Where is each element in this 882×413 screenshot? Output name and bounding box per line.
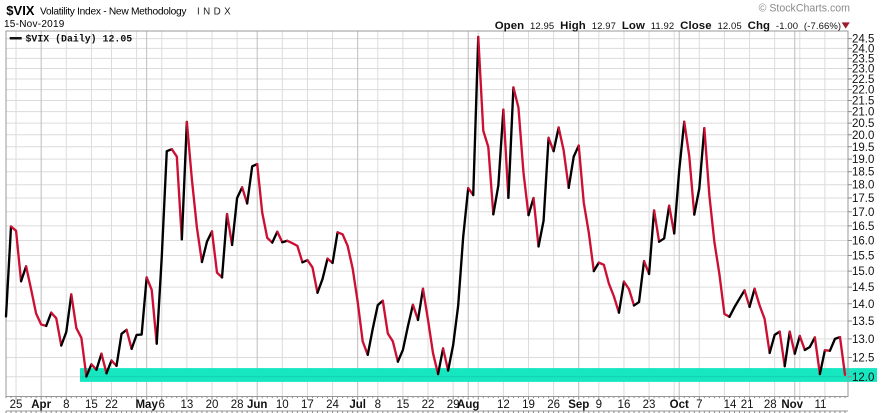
svg-text:Aug: Aug [457, 399, 479, 411]
svg-text:22.0: 22.0 [852, 85, 874, 97]
svg-text:24: 24 [326, 399, 339, 411]
svg-text:16: 16 [618, 399, 631, 411]
svg-text:8: 8 [63, 399, 69, 411]
svg-text:12: 12 [497, 399, 510, 411]
svg-text:17: 17 [301, 399, 314, 411]
svg-text:Jul: Jul [349, 399, 366, 411]
svg-text:17.0: 17.0 [852, 207, 874, 219]
svg-text:21: 21 [741, 399, 754, 411]
svg-text:28: 28 [231, 399, 244, 411]
svg-text:Apr: Apr [31, 399, 51, 411]
svg-text:20.5: 20.5 [852, 118, 874, 130]
svg-text:Volatility Index - New Methodo: Volatility Index - New Methodology [40, 6, 187, 17]
svg-text:29: 29 [447, 399, 460, 411]
svg-text:Oct: Oct [670, 399, 689, 411]
svg-text:13.0: 13.0 [852, 334, 874, 346]
svg-text:12.0: 12.0 [852, 372, 874, 384]
svg-text:24.0: 24.0 [852, 43, 874, 55]
svg-text:15: 15 [397, 399, 410, 411]
svg-text:10: 10 [276, 399, 289, 411]
svg-text:7: 7 [696, 399, 702, 411]
svg-text:6: 6 [159, 399, 165, 411]
svg-text:14.0: 14.0 [852, 299, 874, 311]
svg-text:15-Nov-2019: 15-Nov-2019 [4, 19, 65, 30]
svg-text:14.5: 14.5 [852, 282, 874, 294]
svg-text:Nov: Nov [781, 399, 803, 411]
svg-text:14: 14 [724, 399, 737, 411]
svg-text:20: 20 [206, 399, 219, 411]
svg-text:23.0: 23.0 [852, 64, 874, 76]
svg-text:19.5: 19.5 [852, 142, 874, 154]
svg-text:18.5: 18.5 [852, 167, 874, 179]
svg-text:28: 28 [764, 399, 777, 411]
svg-text:26: 26 [547, 399, 560, 411]
svg-text:13: 13 [180, 399, 193, 411]
svg-text:16.0: 16.0 [852, 236, 874, 248]
svg-text:$VIX (Daily) 12.05: $VIX (Daily) 12.05 [26, 34, 133, 45]
svg-text:15.5: 15.5 [852, 251, 874, 263]
svg-text:17.5: 17.5 [852, 193, 874, 205]
svg-text:20.0: 20.0 [852, 130, 874, 142]
svg-text:24.5: 24.5 [852, 34, 874, 46]
svg-text:INDX: INDX [197, 6, 234, 17]
svg-text:22: 22 [105, 399, 118, 411]
svg-text:22.5: 22.5 [852, 74, 874, 86]
svg-text:25: 25 [10, 399, 23, 411]
svg-text:8: 8 [375, 399, 381, 411]
svg-text:Sep: Sep [568, 399, 589, 411]
svg-text:$VIX: $VIX [6, 3, 35, 18]
svg-text:19: 19 [522, 399, 535, 411]
svg-text:22: 22 [422, 399, 435, 411]
svg-text:19.0: 19.0 [852, 154, 874, 166]
svg-text:16.5: 16.5 [852, 221, 874, 233]
svg-text:12.5: 12.5 [852, 352, 874, 364]
svg-text:11: 11 [815, 399, 827, 411]
svg-text:Open 12.95 High 12.97 Low 11.9: Open 12.95 High 12.97 Low 11.92 Close 12… [495, 20, 841, 32]
svg-text:9: 9 [596, 399, 602, 411]
svg-text:May: May [135, 399, 158, 411]
svg-text:21.0: 21.0 [852, 107, 874, 119]
svg-text:Jun: Jun [247, 399, 267, 411]
svg-text:21.5: 21.5 [852, 96, 874, 108]
svg-text:13.5: 13.5 [852, 316, 874, 328]
svg-text:18.0: 18.0 [852, 180, 874, 192]
svg-text:© StockCharts.com: © StockCharts.com [759, 3, 851, 15]
svg-text:23.5: 23.5 [852, 53, 874, 65]
svg-text:23: 23 [643, 399, 656, 411]
svg-text:15.0: 15.0 [852, 266, 874, 278]
svg-text:15: 15 [85, 399, 98, 411]
